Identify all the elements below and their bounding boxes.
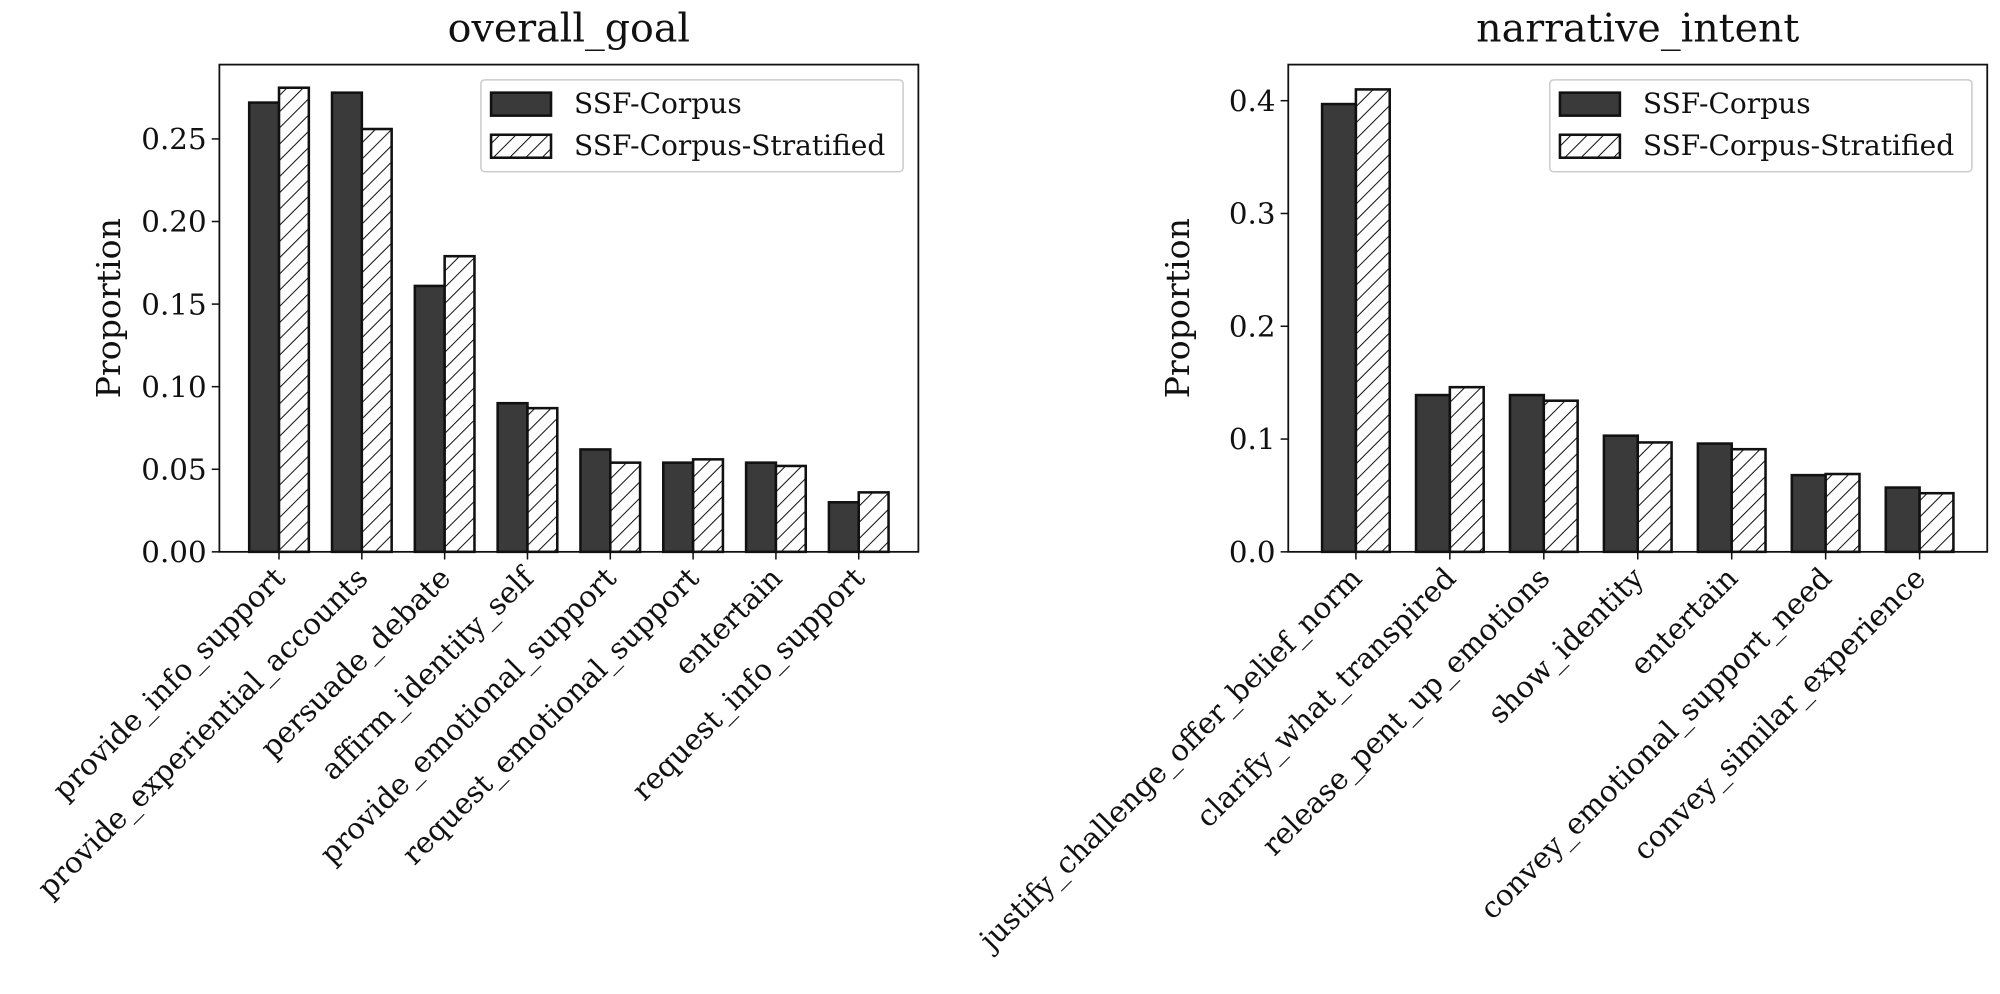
bar [1636, 441, 1673, 554]
y-axis-label: Proportion [89, 218, 128, 398]
bar [691, 458, 725, 554]
y-tick-label: 0.20 [141, 205, 206, 239]
y-tick-label: 0.25 [141, 122, 206, 156]
bar [1508, 393, 1546, 554]
x-tick-label: convey_emotional_support_need [1473, 561, 1839, 927]
y-axis-label: Proportion [1158, 218, 1197, 398]
legend-swatch [489, 91, 553, 117]
legend-label: SSF-Corpus-Stratified [574, 129, 885, 162]
y-tick-label: 0.15 [141, 287, 206, 321]
bar [526, 406, 559, 554]
bar [330, 91, 364, 554]
legend-swatch [1558, 91, 1622, 117]
legend-box [1548, 79, 1973, 173]
y-tick-label: 0.4 [1229, 84, 1276, 118]
bar [857, 491, 890, 554]
y-tick-label: 0.0 [1229, 535, 1276, 569]
chart-title: overall_goal [448, 6, 690, 52]
bar [1602, 434, 1640, 554]
bar [1824, 472, 1861, 554]
bar [277, 86, 311, 554]
bar [360, 127, 393, 554]
bar [413, 284, 446, 554]
legend-label: SSF-Corpus [574, 87, 742, 120]
bar [1790, 473, 1827, 554]
bar [1918, 491, 1955, 554]
plot-frame [218, 63, 920, 553]
y-tick-label: 0.2 [1229, 309, 1276, 343]
bar [774, 464, 808, 554]
legend-label: SSF-Corpus [1643, 87, 1811, 120]
bar [744, 461, 778, 554]
bar [609, 461, 642, 554]
y-tick-label: 0.1 [1229, 422, 1276, 456]
bar [1414, 393, 1452, 554]
x-tick-label: justify_challenge_offer_belief_norm [971, 561, 1370, 960]
chart-panel: narrative_intent Proportion 0.0 0.1 0.2 0.3 0.… [971, 6, 1989, 960]
bar [1542, 399, 1579, 554]
y-tick-label: 0.00 [141, 535, 206, 569]
bar [496, 401, 529, 554]
bar [827, 501, 861, 554]
y-tick-label: 0.3 [1229, 197, 1276, 231]
bar [662, 461, 695, 554]
bar [1320, 102, 1358, 554]
bar [1730, 447, 1767, 554]
bar [1884, 486, 1921, 554]
bar [247, 101, 281, 554]
legend-label: SSF-Corpus-Stratified [1643, 129, 1954, 162]
bar [579, 448, 612, 554]
y-tick-label: 0.05 [141, 452, 206, 486]
bar [1696, 442, 1733, 554]
chart-title: narrative_intent [1476, 6, 1799, 52]
plot-frame [1287, 63, 1989, 553]
legend-swatch [489, 133, 553, 159]
bar [443, 254, 476, 554]
bar [1448, 385, 1485, 554]
legend-swatch [1558, 133, 1622, 159]
chart-panel: overall_goal Proportion 0.00 0.05 0.10 0.15 0.… [31, 6, 920, 905]
bar [1354, 88, 1392, 554]
y-tick-label: 0.10 [141, 370, 206, 404]
legend-box [480, 79, 904, 173]
